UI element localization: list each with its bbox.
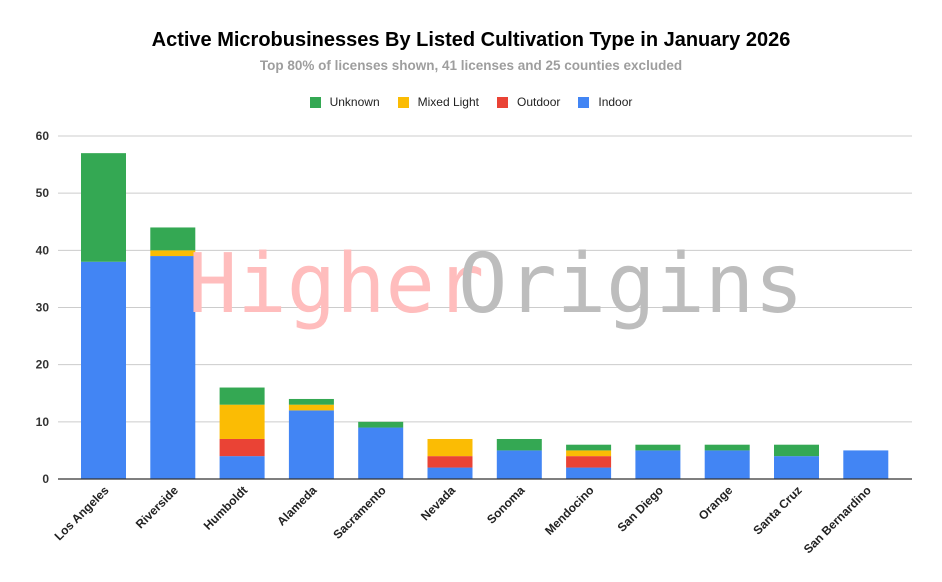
bar-indoor-orange [704,450,750,479]
x-tick-label: Mendocino [542,483,597,538]
x-tick-label: Santa Cruz [750,483,804,537]
legend-label: Indoor [598,95,633,109]
x-tick-label: Orange [696,483,736,523]
y-tick-label: 10 [36,415,50,429]
bar-unknown-san-diego [635,444,681,451]
bar-unknown-santa-cruz [774,444,819,457]
x-tick-label: Sonoma [484,483,528,527]
bar-unknown-alameda [288,398,334,405]
chart-title: Active Microbusinesses By Listed Cultiva… [151,29,791,51]
legend-swatch [497,96,508,108]
bar-unknown-riverside [150,227,196,251]
y-tick-label: 0 [42,472,49,486]
bar-unknown-sacramento [358,421,404,428]
x-tick-label: San Bernardino [801,483,874,556]
bar-indoor-san-diego [635,450,681,479]
legend-swatch [578,96,590,108]
x-tick-label: Nevada [418,483,458,523]
legend-item-indoor: Indoor [578,95,632,109]
bar-mixed-light-alameda [288,404,334,411]
x-tick-label: San Diego [615,483,666,534]
bar-mixed-light-riverside [150,250,196,257]
watermark-origins: Origins [458,237,804,332]
bar-mixed-light-mendocino [566,450,612,457]
y-tick-label: 20 [36,358,50,372]
legend-item-mixed-light: Mixed Light [397,95,479,109]
bar-mixed-light-humboldt [219,404,265,439]
y-tick-label: 60 [36,129,50,143]
chart-subtitle: Top 80% of licenses shown, 41 licenses a… [259,58,683,73]
x-tick-label: Los Angeles [52,483,112,543]
bar-indoor-nevada [427,467,473,479]
x-tick-label: Riverside [133,483,181,531]
x-tick-label: Alameda [274,483,320,529]
y-tick-label: 40 [36,243,50,257]
bar-unknown-mendocino [566,444,612,451]
bar-indoor-santa-cruz [774,456,819,479]
bar-unknown-sonoma [496,438,542,451]
bar-unknown-los-angeles [81,153,126,262]
watermark-higher: Higher [188,237,484,332]
legend-label: Mixed Light [417,95,479,109]
bar-indoor-sacramento [358,427,404,479]
legend-swatch [309,96,321,108]
legend-label: Unknown [329,95,380,109]
bar-outdoor-mendocino [566,456,612,468]
bar-outdoor-nevada [427,456,473,468]
bar-outdoor-humboldt [219,438,265,457]
bars [81,153,889,479]
gridlines [58,135,912,423]
legend-item-unknown: Unknown [309,95,380,109]
bar-indoor-mendocino [566,467,612,479]
bar-mixed-light-nevada [427,438,473,457]
legend-item-outdoor: Outdoor [497,95,560,109]
y-tick-label: 30 [36,301,50,315]
bar-indoor-los-angeles [81,261,126,479]
bar-indoor-riverside [150,256,196,479]
bar-indoor-alameda [288,410,334,479]
bar-indoor-humboldt [219,456,265,479]
legend-swatch [397,96,409,108]
bar-unknown-humboldt [219,387,265,405]
bar-indoor-sonoma [496,450,542,479]
bar-unknown-orange [704,444,750,451]
y-tick-label: 50 [36,186,50,200]
bar-indoor-san-bernardino [843,450,889,479]
legend: Unknown Mixed Light Outdoor Indoor [0,95,942,109]
x-tick-label: Humboldt [201,483,250,532]
x-tick-label: Sacramento [330,483,388,541]
legend-label: Outdoor [517,95,561,109]
